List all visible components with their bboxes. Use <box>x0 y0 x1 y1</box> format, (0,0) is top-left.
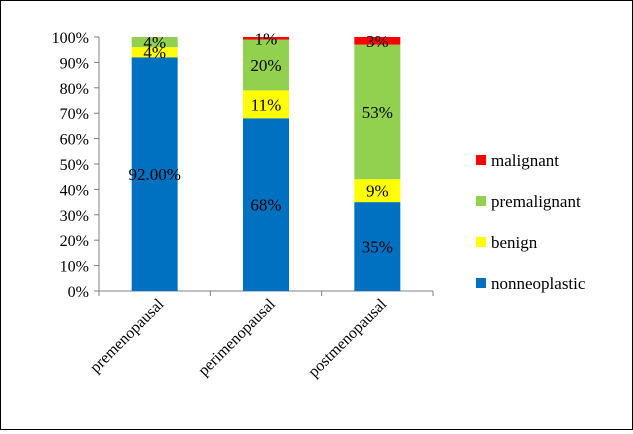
legend-label-benign: benign <box>491 233 538 252</box>
y-tick-label: 70% <box>60 106 89 123</box>
y-tick-label: 80% <box>60 81 89 98</box>
bar-segment-nonneoplastic <box>243 118 289 291</box>
legend-label-nonneoplastic: nonneoplastic <box>491 274 586 293</box>
data-label-malignant: 3% <box>366 32 389 51</box>
y-tick-label: 50% <box>60 157 89 174</box>
y-tick-label: 0% <box>68 284 89 301</box>
x-category-label: postmenopausal <box>305 295 390 380</box>
bar-segment-premalignant <box>131 37 178 48</box>
y-tick-label: 100% <box>52 30 89 47</box>
y-axis: 0% 10% 20% 30% 40% 50% 60% 70% 80% 90% 100% <box>52 30 100 301</box>
bar-segment-malignant <box>354 37 401 45</box>
y-tick-label: 20% <box>60 233 89 250</box>
legend-label-malignant: malignant <box>491 151 559 170</box>
legend-swatch-premalignant <box>476 196 486 206</box>
bar-segment-benign <box>131 47 178 58</box>
bar-segment-nonneoplastic <box>354 202 401 291</box>
y-tick-label: 30% <box>60 208 89 225</box>
legend-swatch-benign <box>476 237 486 247</box>
data-label-benign: 11% <box>251 95 282 114</box>
legend: malignant premalignant benign nonneoplastic <box>476 151 586 293</box>
bar-segment-premalignant <box>354 44 401 180</box>
bar-segment-benign <box>243 90 289 119</box>
x-category-label: perimenopausal <box>195 295 279 379</box>
x-category-label: premenopausal <box>87 295 168 376</box>
y-tick-label: 10% <box>60 259 89 276</box>
bar-segment-malignant <box>243 37 289 40</box>
data-labels: 92.00% 4%4% 68% 11% 20% 1% 35% 9% 53% 3% <box>128 29 392 256</box>
data-label-nonneoplastic: 68% <box>250 196 281 215</box>
data-label-malignant: 1% <box>255 29 278 48</box>
data-label-nonneoplastic: 92.00% <box>128 165 180 184</box>
bar-segment-benign <box>354 179 401 203</box>
data-label-benign: 4% <box>143 43 166 62</box>
data-label-premalignant: 4% <box>143 33 166 52</box>
bars <box>131 37 401 291</box>
x-axis: premenopausal perimenopausal postmenopausa… <box>87 290 434 381</box>
data-label-premalignant: 20% <box>250 56 281 75</box>
data-label-nonneoplastic: 35% <box>362 238 393 257</box>
bar-segment-nonneoplastic <box>131 57 178 291</box>
y-tick-label: 40% <box>60 182 89 199</box>
legend-swatch-malignant <box>476 155 486 165</box>
data-label-benign: 9% <box>366 182 389 201</box>
data-label-premalignant: 53% <box>362 103 393 122</box>
y-tick-label: 60% <box>60 132 89 149</box>
legend-label-premalignant: premalignant <box>491 192 581 211</box>
bar-segment-premalignant <box>243 39 289 91</box>
legend-swatch-nonneoplastic <box>476 278 486 288</box>
y-tick-label: 90% <box>60 55 89 72</box>
